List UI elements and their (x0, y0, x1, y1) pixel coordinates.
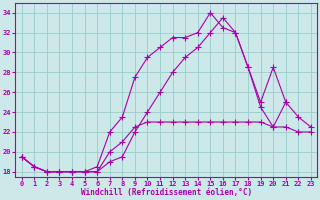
X-axis label: Windchill (Refroidissement éolien,°C): Windchill (Refroidissement éolien,°C) (81, 188, 252, 197)
